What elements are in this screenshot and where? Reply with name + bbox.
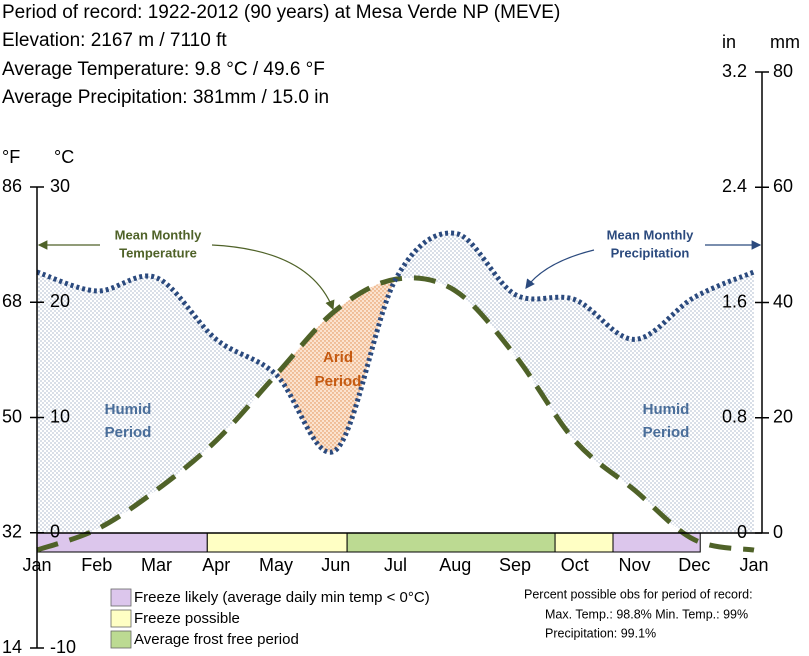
freeze-bands <box>36 532 701 553</box>
y-tick-label: 0 <box>737 522 747 542</box>
y-tick-label: 30 <box>50 176 70 196</box>
humid-fill <box>37 233 754 533</box>
x-tick-label: Jan <box>739 555 768 575</box>
x-tick-label: Jun <box>321 555 350 575</box>
note: Precipitation: 99.1% <box>545 626 656 640</box>
x-tick-label: Feb <box>81 555 112 575</box>
y-tick-label: 0 <box>773 522 783 542</box>
x-tick-label: Aug <box>439 555 471 575</box>
y-tick-label: 2.4 <box>722 176 747 196</box>
x-tick-label: Jul <box>384 555 407 575</box>
freeze-band <box>36 532 208 553</box>
x-tick-label: Apr <box>202 555 230 575</box>
data-lines <box>36 230 755 553</box>
x-tick-label: Nov <box>618 555 650 575</box>
annotation: Humid <box>105 401 152 418</box>
y-tick-label: 50 <box>2 406 22 426</box>
header-line: Period of record: 1922-2012 (90 years) a… <box>2 2 560 23</box>
annotation: Period <box>105 424 152 441</box>
x-tick-label: May <box>259 555 293 575</box>
y-tick-label: 3.2 <box>722 61 747 81</box>
legend-swatch <box>110 630 132 649</box>
annotation: Humid <box>643 401 690 418</box>
annotation: Temperature <box>119 245 197 260</box>
arrow <box>525 249 595 289</box>
annotation: Arid <box>323 349 353 366</box>
legend-label: Freeze possible <box>134 610 240 627</box>
y-tick-label: 32 <box>2 522 22 542</box>
annotation: Precipitation <box>611 245 690 260</box>
y-tick-label: 1.6 <box>722 291 747 311</box>
axis-unit: in <box>722 32 736 52</box>
y-tick-label: 80 <box>773 61 793 81</box>
climate-fills <box>37 233 754 533</box>
annotation: Period <box>315 373 362 390</box>
annotation: Mean Monthly <box>115 227 202 242</box>
y-tick-label: 86 <box>2 176 22 196</box>
freeze-band <box>554 532 614 553</box>
axis-unit: mm <box>770 32 800 52</box>
freeze-band <box>206 532 348 553</box>
y-tick-label: 0.8 <box>722 407 747 427</box>
header-line: Average Temperature: 9.8 °C / 49.6 °F <box>2 59 325 80</box>
legend-swatch <box>110 588 132 607</box>
y-tick-label: 10 <box>50 406 70 426</box>
axes <box>30 71 769 649</box>
y-tick-label: 68 <box>2 291 22 311</box>
axis-unit: °C <box>54 147 74 167</box>
x-tick-label: Dec <box>678 555 710 575</box>
y-tick-label: -10 <box>50 637 76 656</box>
header-line: Elevation: 2167 m / 7110 ft <box>2 30 227 51</box>
annotation: Mean Monthly <box>607 227 694 242</box>
y-tick-label: 60 <box>773 176 793 196</box>
header-line: Average Precipitation: 381mm / 15.0 in <box>2 87 329 108</box>
legend-swatch <box>110 609 132 628</box>
x-tick-label: Mar <box>141 555 172 575</box>
note: Percent possible obs for period of recor… <box>524 587 753 601</box>
y-tick-label: 20 <box>773 407 793 427</box>
arrow <box>211 244 335 311</box>
note: Max. Temp.: 98.8% Min. Temp.: 99% <box>545 607 748 621</box>
freeze-band <box>346 532 556 553</box>
x-tick-label: Oct <box>561 555 589 575</box>
y-tick-label: 0 <box>50 522 60 542</box>
axis-unit: °F <box>2 147 20 167</box>
annotation-arrows <box>37 240 762 311</box>
x-tick-label: Sep <box>499 555 531 575</box>
legend-label: Average frost free period <box>134 631 299 648</box>
y-tick-label: 40 <box>773 291 793 311</box>
y-tick-label: 20 <box>50 291 70 311</box>
annotation: Period <box>643 424 690 441</box>
y-tick-label: 14 <box>2 637 22 656</box>
x-tick-label: Jan <box>22 555 51 575</box>
legend-label: Freeze likely (average daily min temp < … <box>134 589 430 606</box>
